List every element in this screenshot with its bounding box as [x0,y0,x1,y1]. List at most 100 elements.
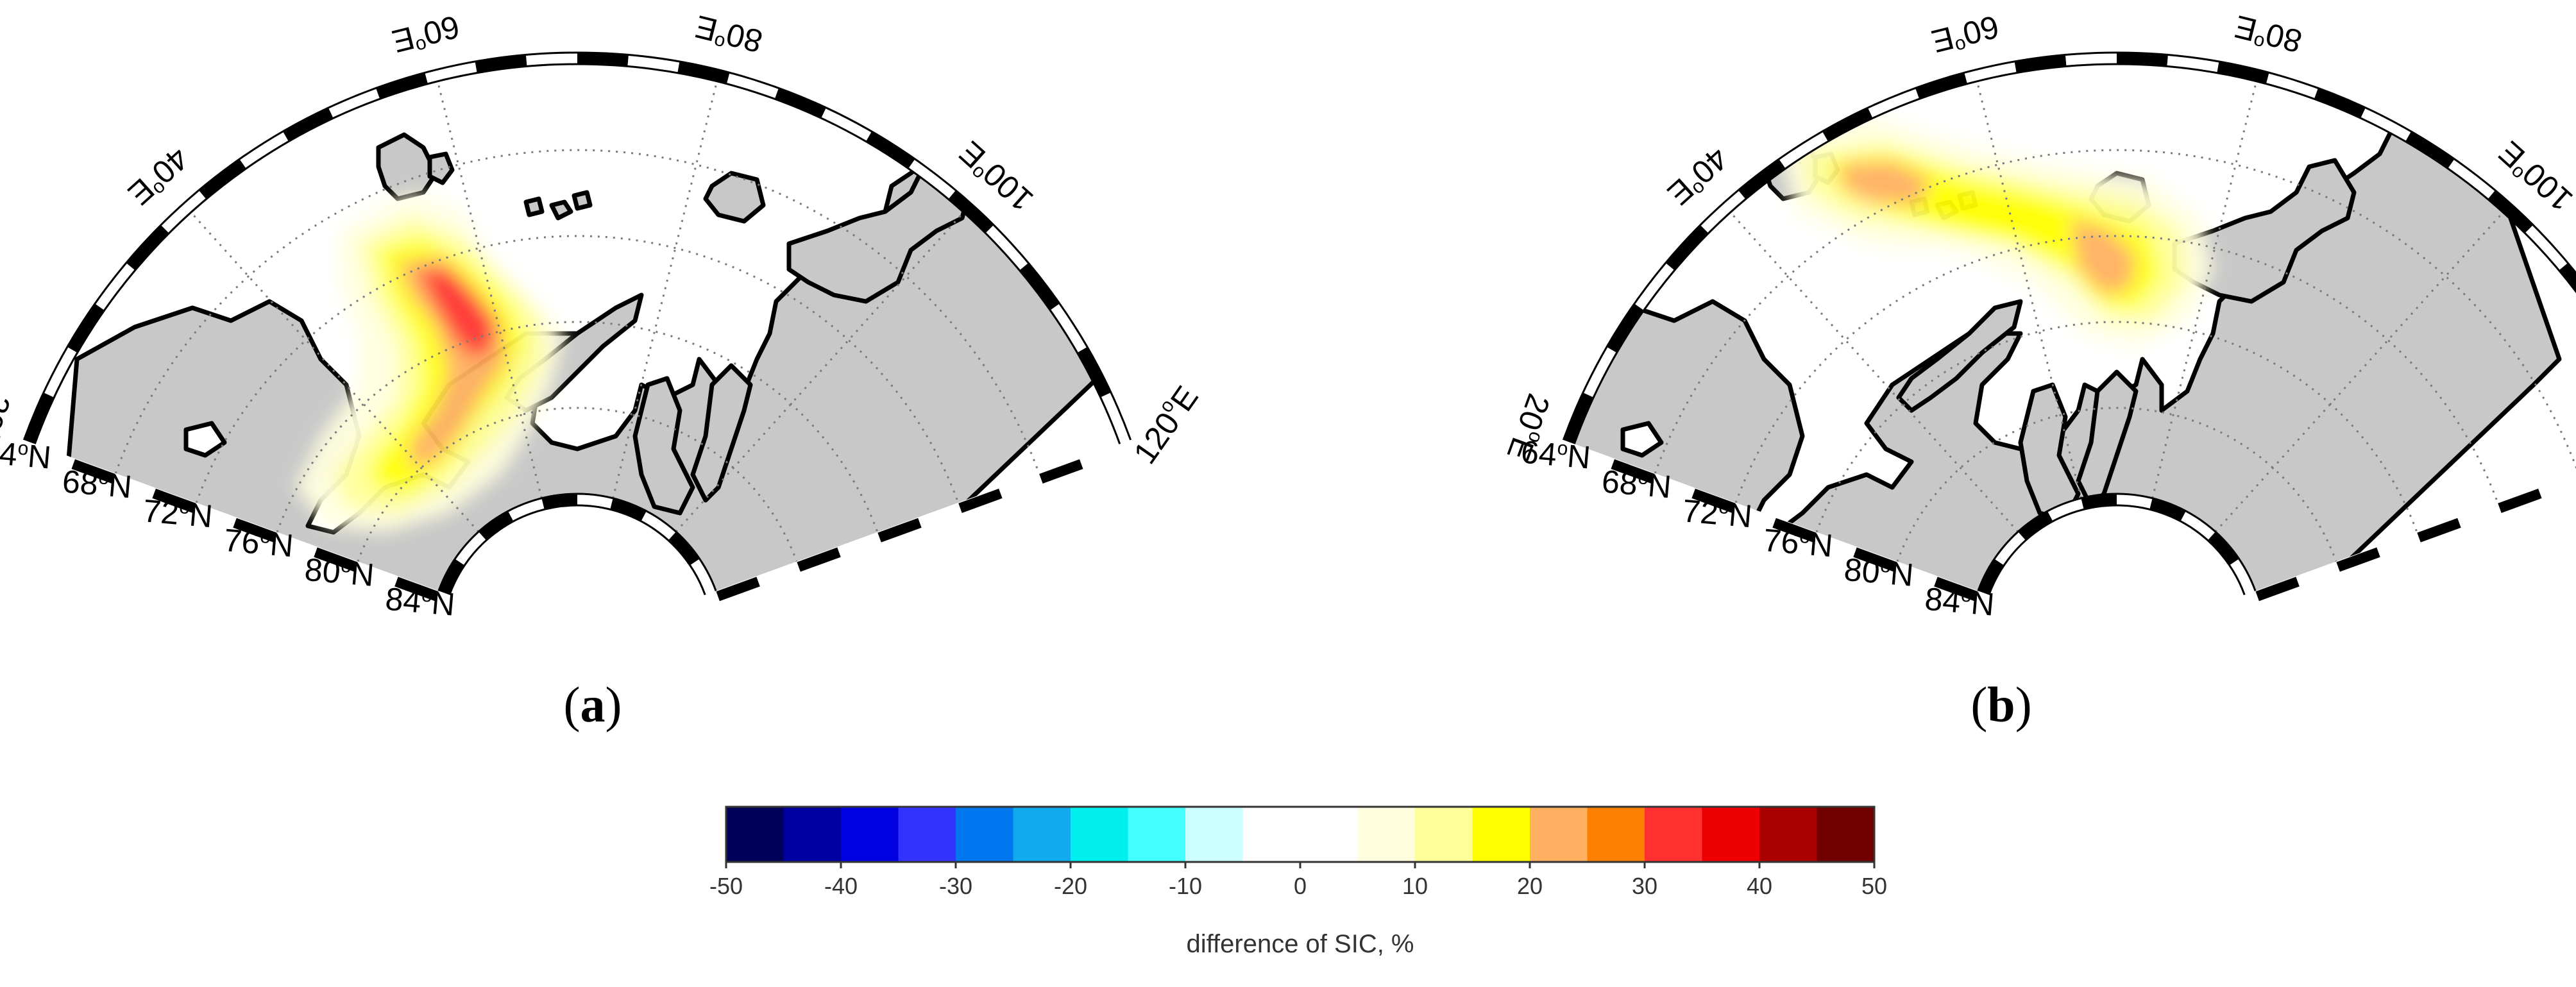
latitude-label: 64oN [1520,434,1592,475]
frame-block [240,131,289,168]
frame-block [2538,475,2576,498]
frame-block [1691,488,1736,513]
gydan-peninsula [2076,369,2139,509]
frame-block [2116,53,2168,66]
frame-block [425,62,477,83]
latitude-label: 80oN [303,552,376,593]
frame-block [479,511,514,540]
frame-block [797,547,841,572]
colorbar-swatches [726,807,1875,862]
frame-block [2149,498,2186,521]
colorbar-swatch [1357,807,1416,862]
land-group [1574,115,2562,591]
colorbar: -50 -40 -30 -20 -10 0 10 20 30 40 50 difference of… [709,806,1887,958]
longitude-label: 80oE [2230,8,2305,62]
frame-block [641,511,676,540]
frame-block [394,577,439,602]
frame-block [1634,263,1674,310]
latitude-label: 80oN [1843,552,1915,593]
frame-block [949,190,994,233]
frame-block [112,473,156,498]
frame-edge [22,51,1132,441]
frame-block [2314,89,2366,118]
frame-edge [448,504,706,596]
frame-edge [437,493,717,591]
frame-block [328,89,380,118]
frame-block [1020,263,1060,310]
frame-block [1651,473,1695,498]
sic-contour-30 [417,269,494,359]
frame-block [1583,347,1616,398]
frame-edge [1977,493,2257,591]
frame-block [526,53,578,66]
map-content [1574,81,2576,591]
frame-block [273,532,318,557]
frame-block [475,55,527,72]
frame-block [439,559,464,595]
frame-block [1915,73,1967,99]
colorbar-tick-label: 10 [1402,873,1428,899]
latitude-label: 72oN [142,493,214,534]
frame-block [999,473,1043,498]
colorbar-swatch [1071,807,1129,862]
frame-block [283,108,334,141]
frame-block [192,503,237,528]
frame-block [690,559,716,595]
frame-block [233,518,277,543]
parallel-68 [1654,149,2576,474]
frame-block [2559,263,2576,291]
frame-block [1666,225,1708,270]
colorbar-swatch [1587,807,1645,862]
frame-block [1813,532,1857,557]
frame-block [1779,131,1828,168]
latitude-label: 68oN [61,463,133,505]
frame-block [1051,304,1087,353]
frame-block [1772,518,1817,543]
colorbar-tick-label: 0 [1294,873,1307,899]
frame-edge [1562,51,2576,441]
frame-block [1934,577,1978,602]
white-sea [183,421,227,458]
map-frame [22,51,1132,602]
frame-block [668,532,699,566]
frame-block [2014,55,2067,72]
colorbar-swatch [1185,807,1244,862]
frame-block [627,55,680,72]
frame-block [756,562,801,587]
colorbar-swatch [726,807,784,862]
frame-block [2377,532,2421,557]
frame-block [1732,503,1776,528]
frame-block [161,190,206,233]
colorbar-tick-label: 40 [1747,873,1772,899]
frame-block [71,459,115,484]
frame-block [1078,347,1111,398]
colorbar-swatch [1759,807,1818,862]
frame-block [2047,498,2084,521]
colorbar-swatch [1242,807,1301,862]
taymyr-peninsula [786,158,971,304]
franz-josef-land [523,190,593,221]
frame-edge [1573,63,2576,444]
colorbar-ticks: -50 -40 -30 -20 -10 0 10 20 30 40 50 [709,862,1887,899]
colorbar-swatch [1300,807,1359,862]
frame-block [716,577,760,602]
sic-field [295,192,564,532]
frame-block [2255,577,2300,602]
frame-block [958,488,1003,513]
colorbar-swatch [1817,807,1875,862]
parallel-80 [357,407,798,562]
frame-block [1607,304,1643,353]
longitude-label: 60oE [389,8,464,62]
colorbar-swatch [956,807,1014,862]
frame-block [837,532,881,557]
colorbar-title: difference of SIC, % [1187,930,1414,958]
frame-block [314,547,358,572]
frame-block [541,494,578,509]
frame-block [2065,53,2117,66]
colorbar-tick-label: 20 [1517,873,1543,899]
frame-block [2405,131,2454,168]
colorbar-tick-label: 50 [1861,873,1887,899]
frame-block [727,73,779,99]
frame-block [1964,62,2017,83]
